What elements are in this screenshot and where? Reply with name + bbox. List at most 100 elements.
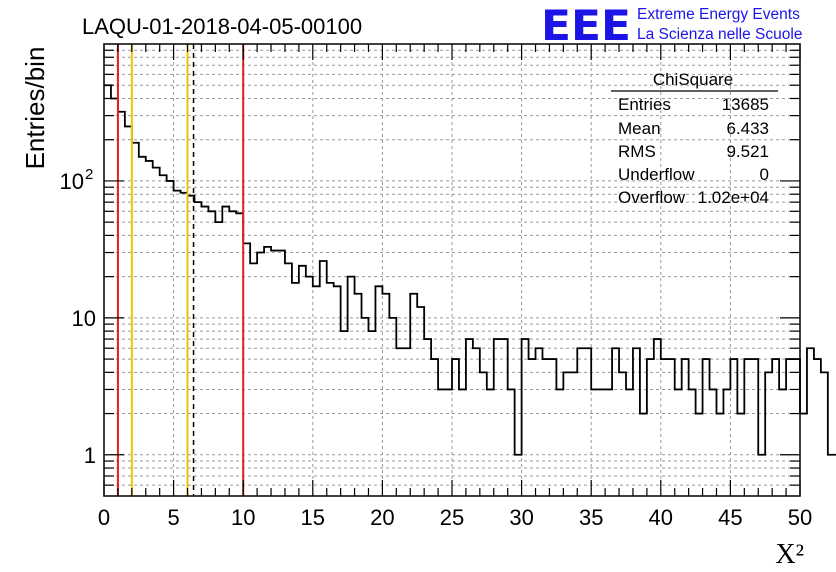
histogram-bin: [494, 339, 501, 496]
x-tick-label: 5: [167, 505, 179, 530]
histogram-bin: [675, 389, 682, 496]
histogram-bin: [438, 389, 445, 496]
histogram-bin: [807, 348, 814, 496]
histogram-bin: [828, 455, 835, 496]
stats-value-rms: 9.521: [726, 142, 769, 161]
histogram-bin: [723, 389, 730, 496]
cut-lines: [116, 44, 245, 496]
histogram-bin: [654, 339, 661, 496]
stats-value-mean: 6.433: [726, 119, 769, 138]
histogram-bin: [264, 247, 271, 496]
histogram-bin: [146, 161, 153, 496]
histogram-bin: [271, 251, 278, 496]
axis-ticks: [103, 44, 801, 496]
y-tick-label-exponent: 2: [85, 166, 93, 183]
histogram-bin: [215, 222, 222, 496]
histogram-bin: [174, 191, 181, 496]
stats-label-mean: Mean: [618, 119, 661, 138]
histogram-bin: [194, 202, 201, 496]
x-tick-label: 20: [370, 505, 394, 530]
histogram-bin: [396, 348, 403, 496]
histogram-bin: [716, 414, 723, 496]
histogram-bin: [313, 286, 320, 496]
histogram-bin: [682, 359, 689, 496]
histogram-bin: [536, 348, 543, 496]
histogram-bin: [466, 339, 473, 496]
stats-label-rms: RMS: [618, 142, 656, 161]
histogram-bin: [229, 211, 236, 496]
histogram-bin: [285, 263, 292, 496]
histogram-bin: [368, 331, 375, 496]
histogram-bin: [201, 207, 208, 496]
histogram-bin: [556, 389, 563, 496]
histogram-bin: [508, 389, 515, 496]
histogram-bin: [758, 455, 765, 496]
histogram-bin: [459, 389, 466, 496]
y-axis-label: Entries/bin: [20, 47, 50, 170]
y-tick-label: 1: [84, 443, 96, 468]
histogram-bin: [431, 359, 438, 496]
histogram-bin: [104, 85, 111, 496]
histogram-bin: [501, 339, 508, 496]
histogram-bin: [772, 359, 779, 496]
x-tick-label: 50: [788, 505, 812, 530]
histogram-bin: [382, 294, 389, 496]
y-tick-label: 10: [60, 169, 84, 194]
histogram-bin: [515, 455, 522, 496]
histogram-bin: [821, 372, 828, 496]
histogram-bin: [522, 339, 529, 496]
x-tick-labels: 0 5 10 15 20 25 30 35 40 45 50: [98, 505, 812, 530]
histogram-bin: [570, 372, 577, 496]
histogram-bin: [111, 98, 118, 496]
histogram-bin: [250, 263, 257, 496]
histogram-bin: [633, 348, 640, 496]
histogram-bin: [320, 261, 327, 496]
histogram-bin: [598, 389, 605, 496]
histogram-bin: [417, 307, 424, 496]
histogram-bin: [668, 359, 675, 496]
histogram-series: [104, 84, 836, 496]
x-tick-label: 45: [718, 505, 742, 530]
histogram-bin: [292, 283, 299, 496]
x-axis-label: X²: [775, 539, 804, 570]
histogram-bin: [389, 318, 396, 496]
histogram-bin: [710, 389, 717, 496]
histogram-bin: [577, 348, 584, 496]
histogram-bin: [167, 181, 174, 496]
histogram-bin: [355, 294, 362, 496]
histogram-bin: [348, 277, 355, 496]
histogram-bin: [181, 193, 188, 496]
histogram-bin: [619, 372, 626, 496]
x-tick-label: 40: [649, 505, 673, 530]
histogram-bin: [327, 283, 334, 496]
histogram-bin: [779, 389, 786, 496]
eee-logo-letters: EEE: [541, 1, 631, 50]
stats-value-underflow: 0: [760, 165, 769, 184]
x-tick-label: 0: [98, 505, 110, 530]
histogram-bin: [299, 266, 306, 496]
histogram-bin: [278, 251, 285, 496]
histogram-bin: [647, 359, 654, 496]
histogram-bin: [341, 331, 348, 496]
histogram-bin: [563, 372, 570, 496]
histogram-bin: [480, 372, 487, 496]
histogram-bin: [139, 157, 146, 496]
histogram-bin: [125, 126, 132, 496]
eee-logo: EEE Extreme Energy Events La Scienza nel…: [541, 1, 802, 50]
histogram-bin: [445, 389, 452, 496]
histogram-bin: [542, 359, 549, 496]
histogram-bin: [452, 359, 459, 496]
histogram-bin: [696, 414, 703, 496]
chart-title: LAQU-01-2018-04-05-00100: [82, 14, 362, 39]
x-tick-label: 30: [509, 505, 533, 530]
logo-line-1: Extreme Energy Events: [637, 6, 800, 23]
y-tick-label: 10: [72, 306, 96, 331]
histogram-bin: [236, 213, 243, 496]
histogram-bin: [737, 414, 744, 496]
histogram-bin: [584, 348, 591, 496]
histogram-bin: [661, 359, 668, 496]
histogram-bin: [257, 253, 264, 496]
histogram-bin: [703, 359, 710, 496]
